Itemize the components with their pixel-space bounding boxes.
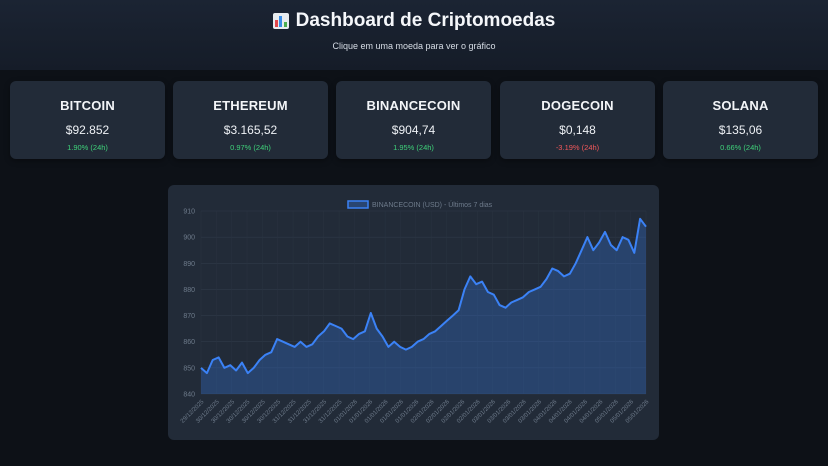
coin-price: $135,06: [718, 123, 763, 137]
coin-price: $904,74: [391, 123, 436, 137]
coin-price: $3.165,52: [223, 123, 278, 137]
coin-cards: BITCOIN $92.852 1.90% (24h) ETHEREUM $3.…: [10, 81, 818, 159]
coin-name: SOLANA: [712, 98, 769, 113]
coin-card-binancecoin[interactable]: BINANCECOIN $904,74 1.95% (24h): [336, 81, 491, 159]
y-tick-label: 890: [183, 261, 195, 268]
page-title: Dashboard de Criptomoedas: [0, 10, 828, 32]
y-tick-label: 860: [183, 339, 195, 346]
page-title-text: Dashboard de Criptomoedas: [295, 10, 556, 31]
coin-name: BITCOIN: [60, 98, 115, 113]
coin-name: BINANCECOIN: [366, 98, 461, 113]
price-chart-panel: 840 850 860 870 880 890 900 910 29/12/2025 30/12/…: [168, 185, 659, 440]
coin-change: 1.95% (24h): [393, 143, 434, 152]
coin-change: 0.97% (24h): [230, 143, 271, 152]
area-fill: [201, 218, 646, 394]
page-subtitle: Clique em uma moeda para ver o gráfico: [332, 41, 496, 51]
price-chart[interactable]: 84085086087088089090091029/12/202530/12/…: [168, 185, 659, 440]
y-tick-label: 910: [183, 209, 195, 216]
coin-change: 0.66% (24h): [720, 143, 761, 152]
y-tick-label: 900: [183, 235, 195, 242]
coin-card-dogecoin[interactable]: DOGECOIN $0,148 -3.19% (24h): [500, 81, 655, 159]
coin-card-bitcoin[interactable]: BITCOIN $92.852 1.90% (24h): [10, 81, 165, 159]
coin-change: 1.90% (24h): [67, 143, 108, 152]
coin-card-solana[interactable]: SOLANA $135,06 0.66% (24h): [663, 81, 818, 159]
legend-swatch: [347, 200, 369, 209]
y-tick-label: 840: [183, 392, 195, 399]
coin-change: -3.19% (24h): [555, 143, 600, 152]
y-tick-label: 850: [183, 365, 195, 372]
coin-name: ETHEREUM: [213, 98, 288, 113]
coin-price: $92.852: [65, 123, 110, 137]
bar-chart-emoji-icon: [272, 13, 289, 29]
y-tick-label: 870: [183, 313, 195, 320]
header: Dashboard de Criptomoedas Clique em uma …: [0, 0, 828, 70]
legend-label: BINANCECOIN (USD) - Últimos 7 dias: [372, 200, 493, 209]
coin-price: $0,148: [559, 123, 596, 137]
coin-card-ethereum[interactable]: ETHEREUM $3.165,52 0.97% (24h): [173, 81, 328, 159]
y-tick-label: 880: [183, 287, 195, 294]
price-line: [200, 217, 647, 375]
coin-name: DOGECOIN: [541, 98, 614, 113]
